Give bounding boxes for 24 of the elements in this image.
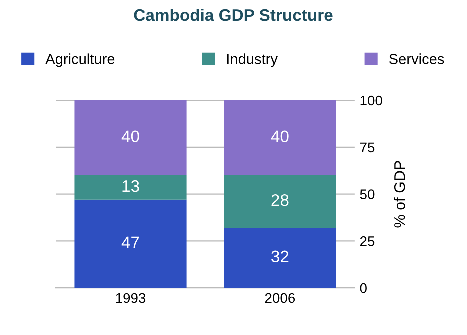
legend-label: Industry (227, 54, 278, 68)
legend-label: Agriculture (46, 54, 115, 68)
y-tick-label: 75 (360, 142, 375, 153)
bar (224, 100, 336, 176)
y-axis-title: % of GDP (394, 161, 406, 228)
bar (74, 176, 187, 200)
bar (74, 200, 187, 288)
x-tick-label: 2006 (265, 293, 296, 304)
bar (74, 100, 187, 176)
legend-label: Services (389, 54, 444, 64)
y-tick-label: 100 (360, 96, 382, 106)
data-label: 32 (272, 250, 289, 263)
bar (224, 228, 336, 288)
data-label: 13 (122, 180, 140, 192)
data-label: 47 (122, 236, 140, 248)
bar (224, 176, 336, 228)
y-tick-label: 50 (360, 190, 375, 200)
data-label: 40 (122, 130, 140, 142)
data-label: 28 (272, 194, 289, 206)
x-tick-label: 1993 (116, 293, 146, 304)
chart-title: Cambodia GDP Structure (134, 8, 333, 22)
y-tick-label: 0 (360, 283, 367, 294)
y-tick-label: 25 (360, 236, 375, 246)
data-label: 40 (271, 130, 289, 142)
